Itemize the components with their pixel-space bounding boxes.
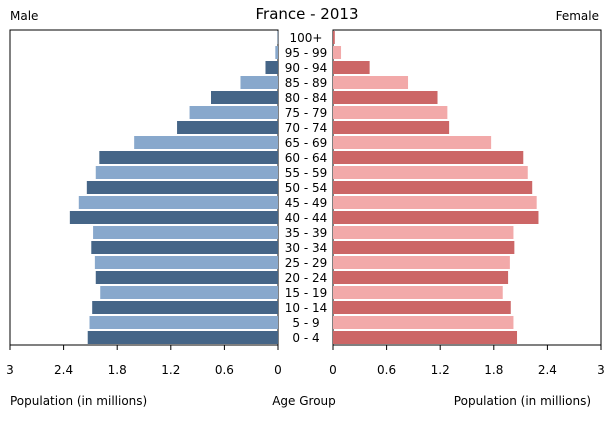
female-x-tick-label: 0.6 [377,363,396,377]
age-group-label: 90 - 94 [285,61,328,75]
female-bar-15-19 [333,286,503,299]
female-bar-5-9 [333,316,514,329]
female-bar-25-29 [333,256,510,269]
female-bar-35-39 [333,226,514,239]
female-bar-100+ [333,31,335,44]
male-bar-0-4 [87,331,278,344]
age-group-label: 10 - 14 [285,301,328,315]
male-bar-85-89 [240,76,278,89]
age-group-label: 5 - 9 [292,316,319,330]
male-bars [69,31,279,344]
age-group-label: 70 - 74 [285,121,328,135]
age-group-label: 25 - 29 [285,256,328,270]
female-bar-90-94 [333,61,370,74]
female-bar-80-84 [333,91,438,104]
female-label: Female [556,9,599,23]
female-bar-50-54 [333,181,533,194]
male-bar-30-34 [91,241,278,254]
female-bar-85-89 [333,76,409,89]
female-x-tick-label: 1.2 [431,363,450,377]
male-bar-5-9 [89,316,278,329]
female-x-axis: 0 0.6 1.2 1.8 2.4 3 [329,345,605,377]
male-bar-20-24 [95,271,278,284]
age-group-label: 15 - 19 [285,286,328,300]
chart-title: France - 2013 [255,5,358,23]
age-group-label: 80 - 84 [285,91,328,105]
male-bar-35-39 [93,226,278,239]
age-group-label: 40 - 44 [285,211,328,225]
age-group-label: 45 - 49 [285,196,328,210]
female-bar-30-34 [333,241,515,254]
female-x-tick-label: 0 [329,363,337,377]
male-x-tick-label: 3 [6,363,14,377]
male-bar-100+ [277,31,279,44]
age-group-label: 30 - 34 [285,241,328,255]
female-bar-40-44 [333,211,539,224]
female-x-tick-label: 1.8 [484,363,503,377]
age-group-label: 55 - 59 [285,166,328,180]
age-group-axis-title: Age Group [272,394,336,408]
male-bar-55-59 [95,166,278,179]
male-bar-95-99 [275,46,278,59]
female-bar-0-4 [333,331,518,344]
age-group-label: 65 - 69 [285,136,328,150]
male-bar-45-49 [78,196,278,209]
female-bar-75-79 [333,106,448,119]
female-bars [333,31,539,344]
male-bar-90-94 [265,61,278,74]
age-group-label: 0 - 4 [292,331,319,345]
male-bar-15-19 [100,286,278,299]
age-group-label: 95 - 99 [285,46,328,60]
male-bar-10-14 [92,301,278,314]
female-bar-55-59 [333,166,528,179]
male-bar-70-74 [177,121,278,134]
age-group-label: 75 - 79 [285,106,328,120]
female-bar-70-74 [333,121,450,134]
female-bar-20-24 [333,271,509,284]
female-x-tick-label: 3 [597,363,605,377]
age-group-label: 100+ [290,31,323,45]
male-bar-40-44 [69,211,278,224]
age-group-label: 35 - 39 [285,226,328,240]
age-group-label: 50 - 54 [285,181,328,195]
male-bar-50-54 [86,181,278,194]
male-x-axis: 0 0.6 1.2 1.8 2.4 3 [6,345,282,377]
male-bar-65-69 [134,136,278,149]
age-group-label: 85 - 89 [285,76,328,90]
male-x-tick-label: 1.2 [161,363,180,377]
female-bar-95-99 [333,46,342,59]
male-bar-75-79 [189,106,278,119]
male-label: Male [10,9,38,23]
male-bar-25-29 [94,256,279,269]
male-bar-80-84 [211,91,278,104]
female-x-tick-label: 2.4 [538,363,557,377]
male-x-tick-label: 2.4 [54,363,73,377]
female-bar-60-64 [333,151,524,164]
male-x-axis-title: Population (in millions) [10,394,147,408]
female-x-axis-title: Population (in millions) [454,394,591,408]
male-x-tick-label: 0 [274,363,282,377]
age-group-label: 20 - 24 [285,271,328,285]
male-x-tick-label: 0.6 [215,363,234,377]
female-bar-10-14 [333,301,511,314]
female-bar-65-69 [333,136,492,149]
female-bar-45-49 [333,196,537,209]
male-bar-60-64 [99,151,278,164]
male-x-tick-label: 1.8 [108,363,127,377]
age-group-label: 60 - 64 [285,151,328,165]
